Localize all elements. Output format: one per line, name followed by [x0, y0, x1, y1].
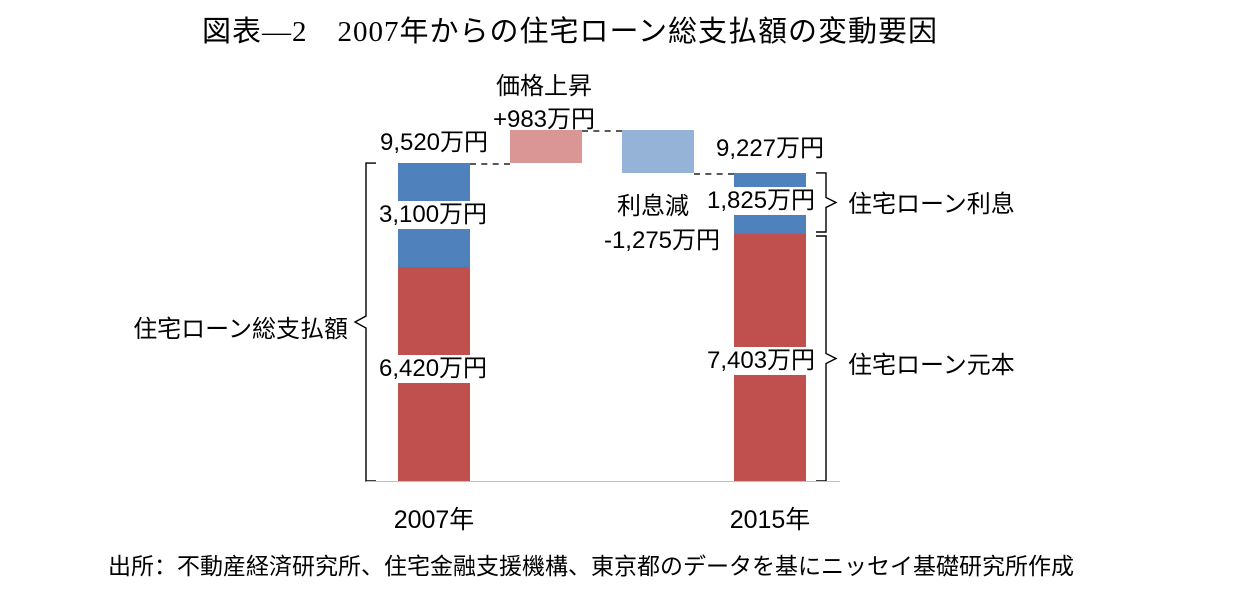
label-price-increase-value: +983万円: [492, 106, 596, 133]
connector-total-2015-level: [694, 172, 734, 175]
bar-2015: [734, 172, 806, 482]
label-loan-interest-bracket: 住宅ローン利息: [848, 191, 1015, 218]
x-axis-label-2015: 2015年: [729, 506, 811, 534]
label-principal-2007: 6,420万円: [376, 355, 491, 383]
label-price-increase-title: 価格上昇: [496, 73, 592, 100]
label-interest-2007: 3,100万円: [376, 201, 491, 229]
left-brace: [353, 162, 376, 482]
label-loan-principal-bracket: 住宅ローン元本: [848, 352, 1015, 379]
right-brace-principal: [816, 235, 838, 482]
connector-peak-level: [582, 130, 622, 133]
x-axis-label-2007: 2007年: [393, 506, 475, 534]
chart-title: 図表―2 2007年からの住宅ローン総支払額の変動要因: [201, 16, 939, 48]
label-total-2015: 9,227万円: [715, 135, 825, 162]
right-brace-interest: [816, 172, 838, 233]
label-interest-2015: 1,825万円: [704, 187, 819, 215]
label-principal-2015: 7,403万円: [704, 347, 819, 375]
x-axis-line: [366, 481, 840, 482]
bar-interest-decrease: [622, 130, 694, 173]
label-total-payment-bracket: 住宅ローン総支払額: [133, 316, 348, 343]
connector-total-2007-level: [470, 163, 510, 166]
label-total-2007: 9,520万円: [379, 129, 489, 156]
label-interest-decrease-value: -1,275万円: [603, 227, 721, 254]
label-interest-decrease-title: 利息減: [617, 193, 689, 220]
bar-price-increase: [510, 130, 582, 163]
source-note: 出所：不動産経済研究所、住宅金融支援機構、東京都のデータを基にニッセイ基礎研究所…: [108, 554, 1074, 579]
